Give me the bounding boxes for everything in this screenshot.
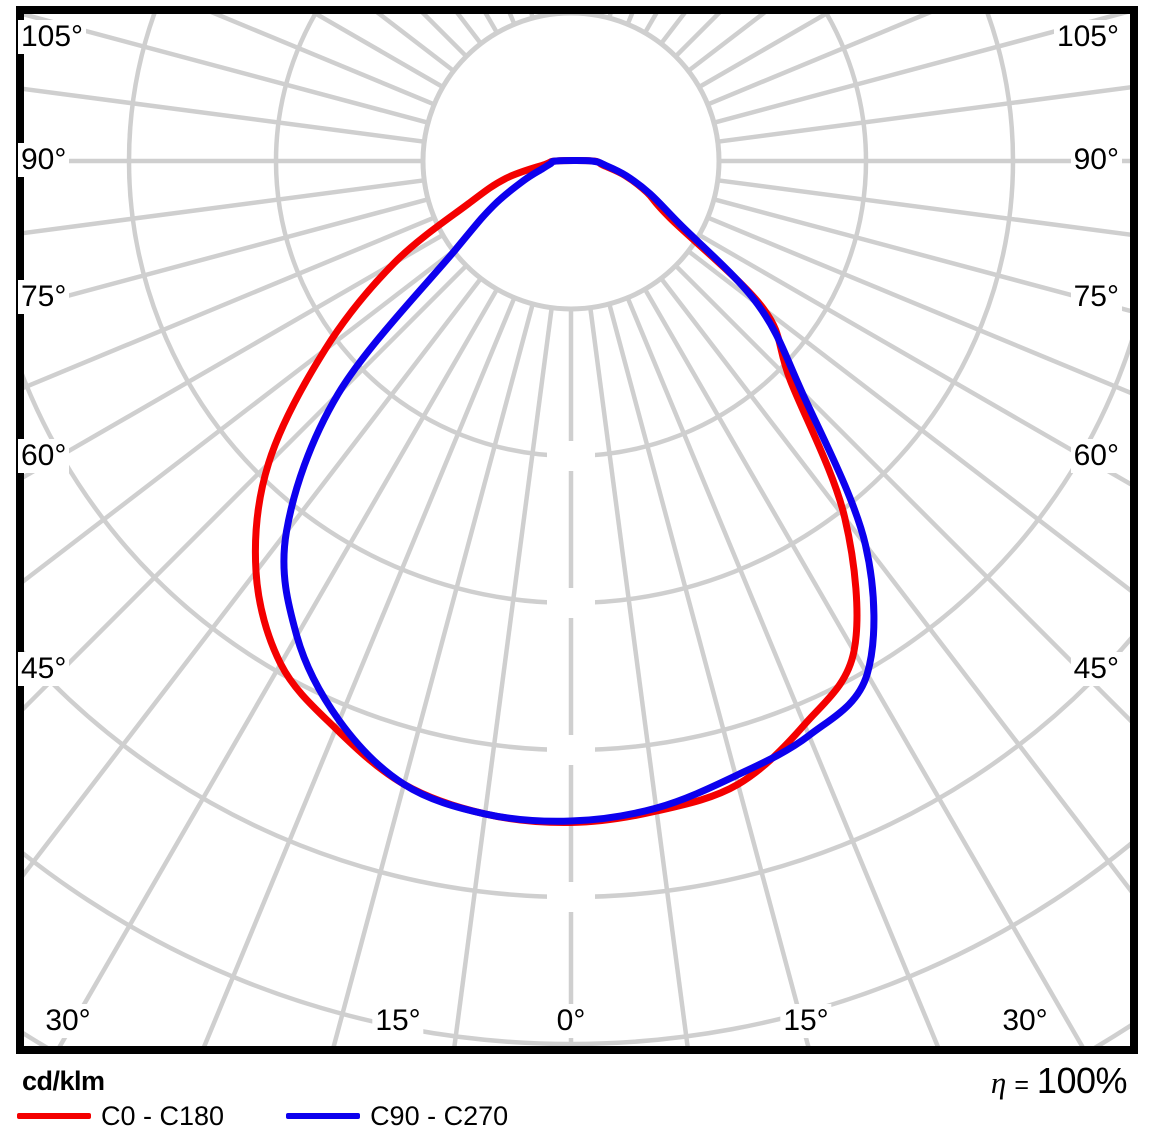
angle-label-left-45: 45°	[18, 652, 70, 686]
angle-label-left-90: 90°	[18, 143, 70, 177]
angle-label-right-90: 90°	[1070, 143, 1122, 177]
eta-symbol: η	[990, 1065, 1007, 1100]
angle-label-bottom-15L: 15°	[372, 1004, 424, 1038]
angle-label-left-105: 105°	[18, 20, 87, 54]
angle-label-bottom-30L: 30°	[42, 1004, 94, 1038]
eta-value: 100%	[1036, 1060, 1128, 1101]
efficiency-readout: η = 100%	[990, 1060, 1128, 1102]
legend-label-c90-c270: C90 - C270	[370, 1101, 509, 1131]
legend-label-c0-c180: C0 - C180	[101, 1101, 225, 1131]
eta-equals: =	[1014, 1071, 1029, 1099]
angle-label-right-105: 105°	[1053, 20, 1122, 54]
legend-swatch-c90-c270	[286, 1113, 361, 1119]
units-label: cd/klm	[22, 1066, 105, 1096]
legend-swatch-c0-c180	[17, 1113, 91, 1119]
angle-label-left-60: 60°	[18, 439, 70, 473]
angle-label-bottom-0: 0°	[553, 1004, 589, 1038]
angle-label-bottom-15R: 15°	[780, 1004, 832, 1038]
angle-label-bottom-30R: 30°	[999, 1004, 1051, 1038]
plot-border	[16, 6, 1138, 1054]
angle-label-right-45: 45°	[1070, 652, 1122, 686]
angle-label-left-75: 75°	[18, 280, 70, 314]
angle-label-right-75: 75°	[1070, 280, 1122, 314]
angle-label-right-60: 60°	[1070, 439, 1122, 473]
legend: C0 - C180 C90 - C270	[17, 1100, 508, 1132]
